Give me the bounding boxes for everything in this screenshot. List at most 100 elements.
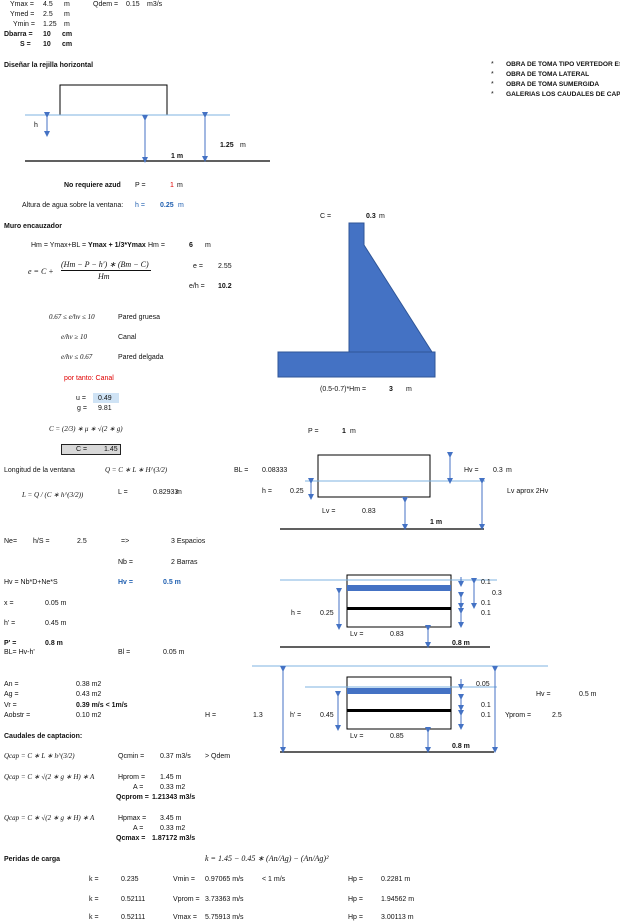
nb-value: 2 Barras [171,559,198,566]
bullet-mark: * [491,61,494,68]
ymax-value: 4.5 [43,1,53,8]
width-label: 0.8 m [452,640,470,647]
an-label: An = [4,681,19,688]
dim-value: 1.25 [220,142,234,149]
ag-value: 0.43 m2 [76,691,102,698]
g-value: 9.81 [98,405,112,412]
bullet-text: OBRA DE TOMA LATERAL [506,71,590,78]
altura-value: 0.25 [160,202,174,209]
ymed-unit: m [64,11,70,18]
H-label: H = [205,712,217,719]
e-value: 2.55 [218,263,232,270]
aobstr-value: 0.10 m2 [76,712,102,719]
p-unit: m [177,182,183,189]
eh-value: 10.2 [218,283,232,290]
hpmax-label: Hpmax = [118,815,147,822]
hv-label: Hv = [464,467,479,474]
u-label: u = [76,395,86,402]
hs-value: 2.5 [77,538,87,545]
hv-formula: Hv = Nb*D+Ne*S [4,579,58,586]
hv-unit: m [506,467,512,474]
espacios-value: 3 Espacios [171,538,206,545]
no-azud-text: No requiere azud [64,182,121,189]
lv-label: Lv = [350,631,364,638]
hm-value: 6 [189,242,193,249]
hp-label: Hp = [348,914,363,921]
pp-value: 0.8 m [45,640,63,647]
hp-value: 0.45 m [45,620,67,627]
section-title-muro: Muro encauzador [4,223,62,230]
qcap-formula-3: Qcap = C ∗ √(2 ∗ g ∗ H) ∗ A [4,814,95,822]
dim-label: 0.1 [481,579,491,586]
dbarra-unit: cm [62,31,73,38]
hv-label: Hv = [118,579,133,586]
k-value: 0.52111 [121,896,146,903]
qcap-formula-2: Qcap = C ∗ √(2 ∗ g ∗ H) ∗ A [4,773,95,781]
bullet-text: GALERIAS LOS CAUDALES DE CAPT [506,91,620,98]
qcmax-value: 1.87172 m3/s [152,835,196,842]
section-title-rejilla: Diseñar la rejilla horizontal [4,62,94,69]
qdem-unit: m3/s [147,1,163,8]
section-title-perdidas: Peridas de carga [4,856,61,863]
ymin-label: Ymin = [13,21,35,28]
p-value: 1 [170,182,174,189]
grate-diagram [25,84,270,163]
qcprom-value: 1.21343 m3/s [152,794,196,801]
hv-value: 0.5 m [163,579,181,586]
ymed-value: 2.5 [43,11,53,18]
ymax-unit: m [64,1,70,8]
hp-label: Hp = [348,896,363,903]
e-formula-lhs: e = C + [28,267,54,276]
hp-label: Hp = [348,876,363,883]
c-top-value: 0.3 [366,213,376,220]
hp-label: h' = [4,620,16,627]
yprom-label: Yprom = [505,712,532,719]
v-value: 5.75913 m/s [205,914,244,921]
cond1-formula: 0.67 ≤ e/hv ≤ 10 [49,313,95,321]
v-label: Vmax = [173,914,197,921]
hv-value: 0.5 m [579,691,597,698]
hprom-label: Hprom = [118,774,146,781]
a2-value: 0.33 m2 [160,825,186,832]
bullet-text: OBRA DE TOMA TIPO VERTEDOR ES [506,61,620,68]
c-formula: C = (2/3) ∗ μ ∗ √(2 ∗ g) [49,425,123,433]
s-label: S = [20,41,31,48]
cond2-label: Canal [118,334,137,341]
qcmin-label: Qcmin = [118,753,145,760]
bullet-text: OBRA DE TOMA SUMERGIDA [506,81,600,88]
qdem-label: Qdem = [93,1,119,8]
bullet-mark: * [491,71,494,78]
k-value: 0.52111 [121,914,146,921]
base-label: (0.5-0.7)*Hm = [320,386,367,393]
qcprom-label: Qcprom = [116,794,149,801]
dbarra-value: 10 [43,31,51,38]
s-unit: cm [62,41,73,48]
u-value: 0.49 [98,395,112,402]
bl-label: BL = [234,467,249,474]
cond1-label: Pared gruesa [118,314,161,321]
x-label: x = [4,600,14,607]
k-value: 0.235 [121,876,139,883]
an-value: 0.38 m2 [76,681,102,688]
dim-label: 0.1 [481,600,491,607]
dim-label: 0.05 [476,681,490,688]
ymed-label: Ymed = [10,11,35,18]
bl-value: 0.08333 [262,467,288,474]
ymax-label: Ymax = [10,1,34,8]
vr-value: 0.39 m/s < 1m/s [76,702,128,709]
hp-value: 3.00113 m [381,914,414,921]
c-top-label: C = [320,213,332,220]
hm-unit: m [205,242,211,249]
cond2-formula: e/hv ≥ 10 [61,333,88,341]
ne-label: Ne= [4,538,18,545]
one-meter-label: 1 m [171,153,184,160]
one-meter-label: 1 m [430,519,443,526]
x-value: 0.05 m [45,600,67,607]
e-formula-den: Hm [98,272,110,281]
v-value: 3.73363 m/s [205,896,244,903]
ymin-value: 1.25 [43,21,57,28]
qcmin-value: 0.37 m3/s [160,753,191,760]
eh-label: e/h = [189,283,205,290]
h-label: h [34,122,38,129]
ag-label: Ag = [4,691,19,698]
